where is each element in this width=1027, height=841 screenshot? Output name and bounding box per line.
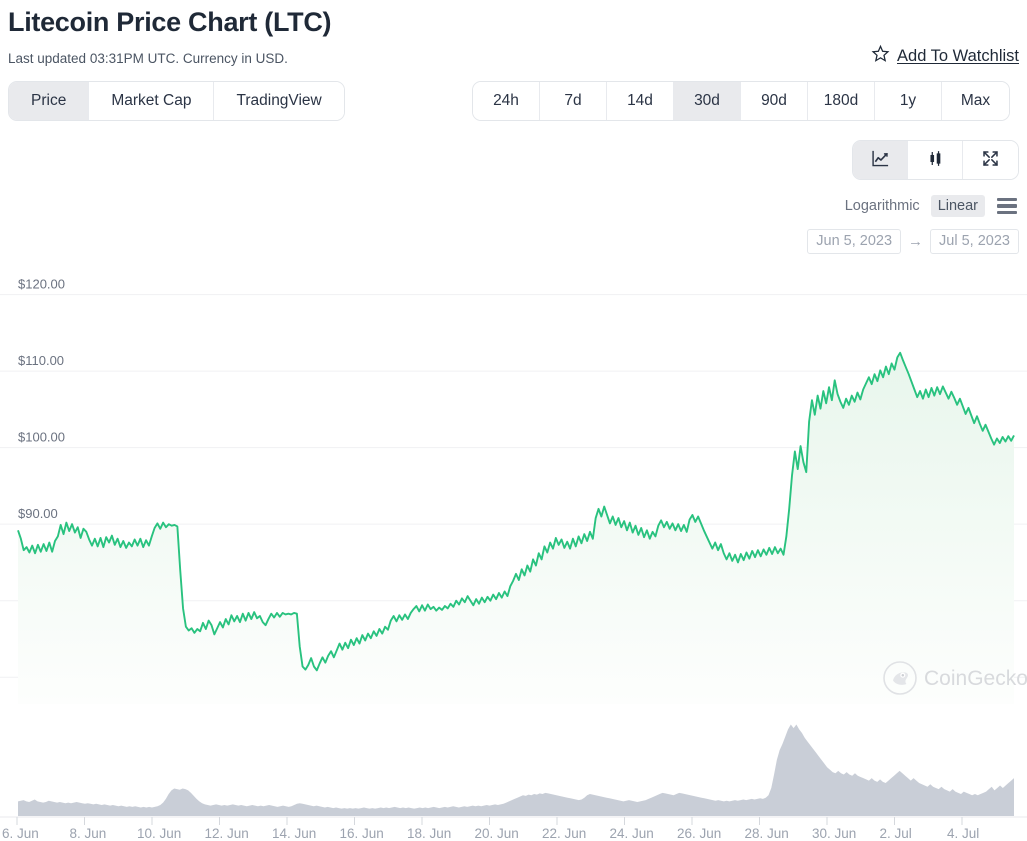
expand-fullscreen-icon <box>981 149 1000 171</box>
x-axis-tick-label: 18. Jun <box>407 826 451 841</box>
timeframe-180d[interactable]: 180d <box>808 82 875 120</box>
last-updated-text: Last updated 03:31PM UTC. Currency in US… <box>8 51 288 66</box>
header-subrow: Last updated 03:31PM UTC. Currency in US… <box>8 44 1019 68</box>
price-line-path <box>17 351 1015 672</box>
y-axis-tick-label: $90.00 <box>18 506 58 521</box>
y-axis-tick-label: $120.00 <box>18 277 65 292</box>
date-range-row: Jun 5, 2023 → Jul 5, 2023 <box>807 229 1019 254</box>
timeframe-24h[interactable]: 24h <box>473 82 540 120</box>
x-axis-tick-label: 28. Jun <box>745 826 789 841</box>
scale-toggle-group: Logarithmic Linear <box>838 195 1019 217</box>
timeframe-tabs: 24h 7d 14d 30d 90d 180d 1y Max <box>472 81 1010 121</box>
chart-x-axis: 6. Jun 8. Jun 10. Jun 12. Jun 14. Jun 16. Jun… <box>0 816 1027 841</box>
tab-market-cap[interactable]: Market Cap <box>89 82 215 120</box>
hamburger-menu-icon[interactable] <box>995 196 1019 217</box>
x-axis-tick-label: 6. Jun <box>2 826 39 841</box>
x-axis-tick-label: 10. Jun <box>137 826 181 841</box>
line-chart-icon <box>871 149 890 171</box>
timeframe-30d[interactable]: 30d <box>674 82 741 120</box>
x-axis-tick-label: 4. Jul <box>947 826 979 841</box>
timeframe-max[interactable]: Max <box>942 82 1009 120</box>
add-to-watchlist-button[interactable]: Add To Watchlist <box>871 44 1019 68</box>
timeframe-14d[interactable]: 14d <box>607 82 674 120</box>
x-axis-tick-label: 2. Jul <box>880 826 912 841</box>
scale-logarithmic-button[interactable]: Logarithmic <box>838 195 927 217</box>
timeframe-90d[interactable]: 90d <box>741 82 808 120</box>
volume-area-path <box>18 724 1014 816</box>
coingecko-logo-icon <box>883 661 917 695</box>
date-range-end-input[interactable]: Jul 5, 2023 <box>930 229 1019 254</box>
x-axis-tick-label: 16. Jun <box>340 826 384 841</box>
coingecko-watermark: CoinGecko <box>883 661 1027 695</box>
date-range-start-input[interactable]: Jun 5, 2023 <box>807 229 902 254</box>
x-axis-tick-label: 14. Jun <box>272 826 316 841</box>
tab-tradingview[interactable]: TradingView <box>214 82 344 120</box>
page-title: Litecoin Price Chart (LTC) <box>8 7 332 37</box>
y-axis-tick-label: $100.00 <box>18 430 65 445</box>
coingecko-watermark-text: CoinGecko <box>924 667 1027 690</box>
timeframe-1y[interactable]: 1y <box>875 82 942 120</box>
date-range-arrow-icon: → <box>908 233 924 250</box>
chart-type-button-group <box>852 140 1019 180</box>
star-outline-icon <box>871 44 890 68</box>
scale-linear-button[interactable]: Linear <box>930 195 985 217</box>
chart-metric-tabs: Price Market Cap TradingView <box>8 81 345 121</box>
x-axis-tick-label: 22. Jun <box>542 826 586 841</box>
controls-row: Price Market Cap TradingView 24h 7d 14d … <box>0 81 1027 121</box>
x-axis-tick-label: 26. Jun <box>677 826 721 841</box>
price-area-fill <box>18 352 1014 704</box>
timeframe-7d[interactable]: 7d <box>540 82 607 120</box>
line-chart-button[interactable] <box>853 141 908 179</box>
candlestick-chart-icon <box>926 149 945 171</box>
candlestick-chart-button[interactable] <box>908 141 963 179</box>
x-axis-tick-label: 12. Jun <box>205 826 249 841</box>
tab-price[interactable]: Price <box>9 82 90 120</box>
expand-fullscreen-button[interactable] <box>963 141 1018 179</box>
price-chart[interactable]: $120.00$110.00$100.00$90.00$80.00$70.00 … <box>0 264 1027 841</box>
y-axis-tick-label: $110.00 <box>18 353 64 368</box>
x-axis-tick-label: 24. Jun <box>610 826 654 841</box>
x-axis-tick-label: 30. Jun <box>812 826 856 841</box>
add-to-watchlist-label: Add To Watchlist <box>897 46 1019 65</box>
price-chart-svg[interactable]: $120.00$110.00$100.00$90.00$80.00$70.00 … <box>0 264 1027 841</box>
x-axis-tick-label: 8. Jun <box>70 826 107 841</box>
x-axis-tick-label: 20. Jun <box>475 826 519 841</box>
